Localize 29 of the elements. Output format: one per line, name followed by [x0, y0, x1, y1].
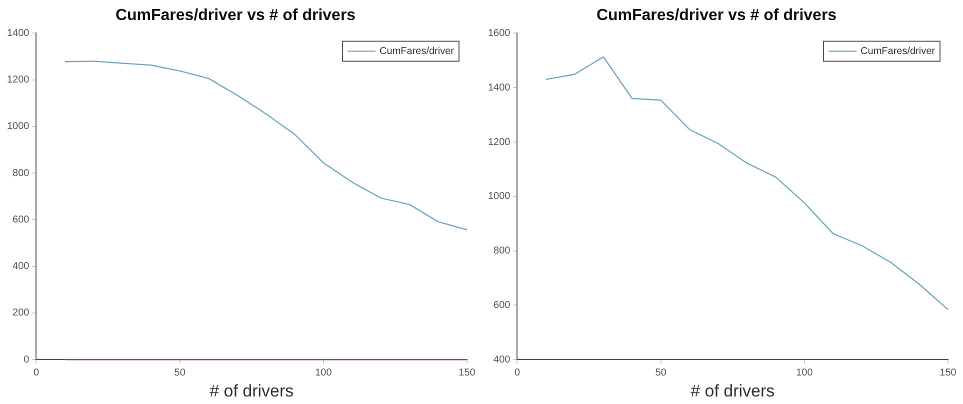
x-tick-label: 50	[174, 367, 186, 378]
y-tick-label: 1000	[488, 191, 511, 202]
y-tick-label: 1200	[488, 136, 511, 148]
x-tick-label: 0	[514, 367, 520, 378]
x-tick-label: 100	[315, 367, 332, 378]
x-tick-label: 150	[940, 367, 957, 378]
x-tick-label: 100	[796, 367, 814, 378]
y-tick-label: 1600	[488, 28, 511, 39]
legend-label: CumFares/driver	[860, 46, 936, 57]
y-tick-label: 1000	[6, 121, 30, 132]
y-tick-label: 600	[494, 300, 511, 311]
legend-label: CumFares/driver	[380, 46, 455, 57]
x-tick-label: 150	[458, 367, 476, 378]
chart-title: CumFares/driver vs # of drivers	[596, 7, 837, 24]
chart-title: CumFares/driver vs # of drivers	[115, 7, 356, 24]
y-tick-label: 200	[12, 308, 30, 319]
x-tick-label: 0	[33, 367, 40, 378]
x-axis-title: # of drivers	[690, 381, 775, 400]
y-tick-label: 0	[24, 354, 30, 366]
y-tick-label: 1400	[6, 28, 30, 39]
y-tick-label: 600	[12, 214, 30, 226]
x-tick-label: 50	[655, 367, 667, 378]
y-tick-label: 800	[12, 168, 30, 179]
x-axis-title: # of drivers	[210, 381, 294, 400]
y-tick-label: 1400	[488, 82, 511, 94]
y-tick-label: 1200	[6, 74, 30, 86]
y-tick-label: 400	[494, 354, 511, 366]
y-tick-label: 400	[12, 261, 30, 272]
y-tick-label: 800	[494, 246, 511, 257]
